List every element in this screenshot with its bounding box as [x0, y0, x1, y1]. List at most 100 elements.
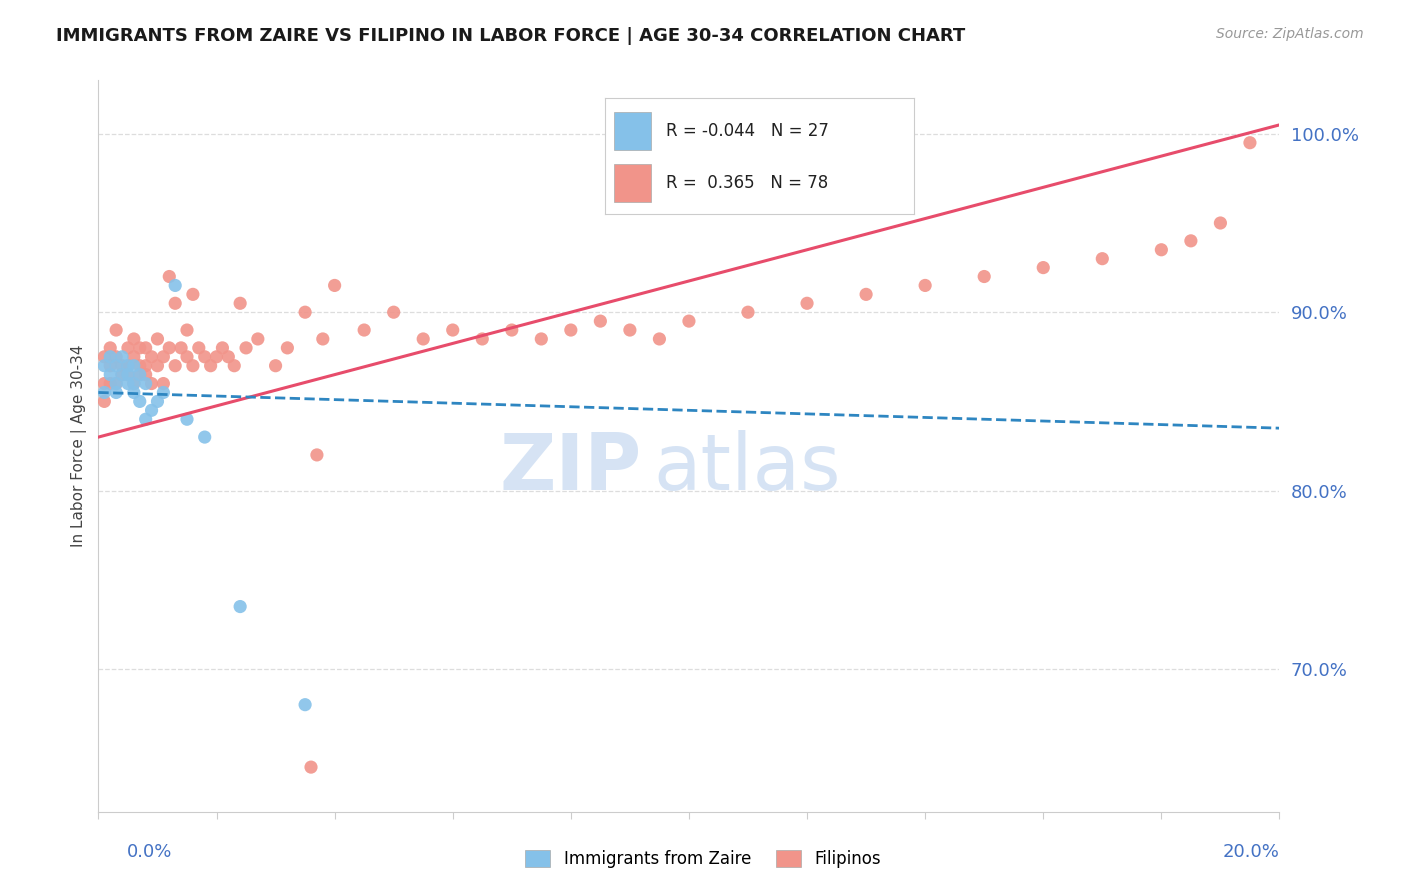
Point: [146, 332, 169, 346]
Text: ZIP: ZIP: [499, 430, 641, 506]
Point: [323, 278, 346, 293]
Legend: Immigrants from Zaire, Filipinos: Immigrants from Zaire, Filipinos: [519, 843, 887, 875]
Point: [105, 350, 128, 364]
Point: [135, 412, 157, 426]
Point: [299, 760, 322, 774]
Point: [135, 376, 157, 391]
Point: [122, 385, 145, 400]
Point: [217, 350, 239, 364]
Point: [93, 385, 115, 400]
Point: [93, 394, 115, 409]
Point: [105, 376, 128, 391]
Point: [1180, 234, 1202, 248]
Point: [105, 376, 128, 391]
Point: [93, 376, 115, 391]
Point: [914, 278, 936, 293]
Point: [224, 359, 246, 373]
Point: [1032, 260, 1054, 275]
Point: [229, 296, 252, 310]
Point: [589, 314, 612, 328]
Point: [105, 323, 128, 337]
Point: [181, 287, 204, 301]
Point: [111, 350, 134, 364]
Point: [157, 341, 180, 355]
Point: [176, 350, 198, 364]
Point: [141, 403, 163, 417]
Point: [146, 394, 169, 409]
Point: [1091, 252, 1114, 266]
Point: [98, 368, 121, 382]
Point: [1239, 136, 1261, 150]
Point: [128, 341, 150, 355]
Point: [141, 350, 163, 364]
Text: 20.0%: 20.0%: [1223, 843, 1279, 861]
Text: 0.0%: 0.0%: [127, 843, 172, 861]
Point: [122, 376, 145, 391]
Point: [530, 332, 553, 346]
Point: [353, 323, 375, 337]
Point: [122, 332, 145, 346]
Point: [128, 394, 150, 409]
Point: [737, 305, 759, 319]
Point: [211, 341, 233, 355]
Text: Source: ZipAtlas.com: Source: ZipAtlas.com: [1216, 27, 1364, 41]
Point: [98, 376, 121, 391]
Point: [98, 341, 121, 355]
Text: IMMIGRANTS FROM ZAIRE VS FILIPINO IN LABOR FORCE | AGE 30-34 CORRELATION CHART: IMMIGRANTS FROM ZAIRE VS FILIPINO IN LAB…: [56, 27, 966, 45]
Point: [200, 359, 222, 373]
Point: [501, 323, 523, 337]
Point: [176, 412, 198, 426]
Point: [264, 359, 287, 373]
Point: [122, 376, 145, 391]
Point: [176, 323, 198, 337]
Point: [111, 368, 134, 382]
Point: [93, 350, 115, 364]
Point: [135, 368, 157, 382]
Point: [157, 269, 180, 284]
Point: [141, 376, 163, 391]
Point: [855, 287, 877, 301]
Point: [382, 305, 405, 319]
Point: [117, 368, 139, 382]
Point: [135, 341, 157, 355]
Point: [305, 448, 328, 462]
Point: [152, 376, 174, 391]
Point: [146, 359, 169, 373]
Point: [312, 332, 335, 346]
Point: [128, 368, 150, 382]
Point: [93, 359, 115, 373]
Point: [122, 350, 145, 364]
Point: [441, 323, 464, 337]
Point: [170, 341, 193, 355]
Text: R =  0.365   N = 78: R = 0.365 N = 78: [666, 174, 828, 192]
FancyBboxPatch shape: [614, 112, 651, 150]
Point: [648, 332, 671, 346]
Point: [294, 698, 316, 712]
Point: [152, 385, 174, 400]
Point: [165, 296, 187, 310]
Point: [560, 323, 582, 337]
Point: [128, 359, 150, 373]
Point: [205, 350, 228, 364]
Point: [105, 359, 128, 373]
Point: [276, 341, 298, 355]
Y-axis label: In Labor Force | Age 30-34: In Labor Force | Age 30-34: [72, 344, 87, 548]
Point: [678, 314, 700, 328]
Point: [111, 359, 134, 373]
Point: [152, 350, 174, 364]
Point: [98, 350, 121, 364]
Point: [187, 341, 209, 355]
Point: [111, 368, 134, 382]
Point: [128, 368, 150, 382]
Point: [235, 341, 257, 355]
Point: [98, 359, 121, 373]
Point: [412, 332, 434, 346]
Point: [165, 359, 187, 373]
Point: [229, 599, 252, 614]
Point: [1209, 216, 1232, 230]
Point: [117, 359, 139, 373]
Point: [194, 350, 217, 364]
Point: [796, 296, 818, 310]
Point: [122, 359, 145, 373]
Point: [135, 359, 157, 373]
